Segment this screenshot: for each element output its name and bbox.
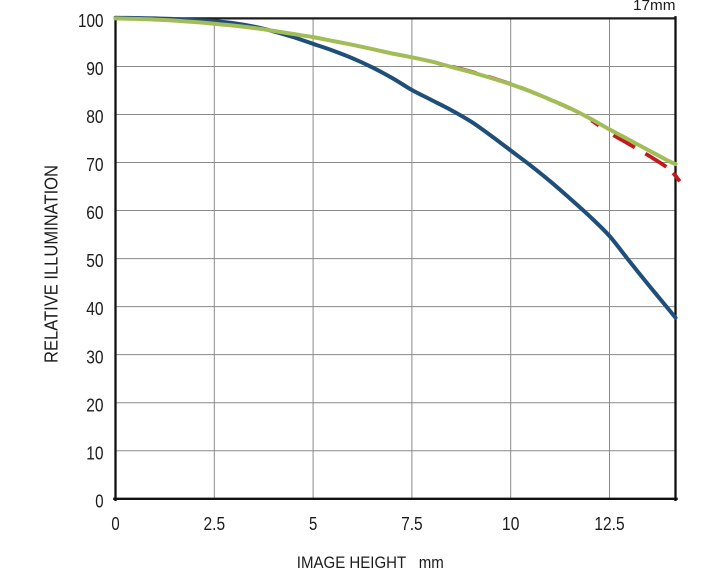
svg-text:30: 30 <box>86 347 103 367</box>
svg-text:40: 40 <box>86 299 103 319</box>
svg-text:12.5: 12.5 <box>594 514 624 534</box>
svg-text:80: 80 <box>86 107 103 127</box>
svg-text:50: 50 <box>86 251 103 271</box>
svg-text:70: 70 <box>86 155 103 175</box>
svg-text:2.5: 2.5 <box>204 514 226 534</box>
svg-text:IMAGE HEIGHT mm: IMAGE HEIGHT mm <box>297 553 444 570</box>
svg-text:0: 0 <box>111 514 119 534</box>
svg-text:10: 10 <box>502 514 519 534</box>
svg-text:90: 90 <box>86 59 103 79</box>
svg-text:100: 100 <box>78 11 104 31</box>
svg-text:20: 20 <box>86 395 103 415</box>
svg-text:7.5: 7.5 <box>401 514 423 534</box>
svg-text:10: 10 <box>86 443 103 463</box>
svg-text:5: 5 <box>309 514 317 534</box>
svg-text:RELATIVE ILLUMINATION: RELATIVE ILLUMINATION <box>42 165 62 363</box>
svg-text:0: 0 <box>95 491 103 511</box>
svg-text:17mm: 17mm <box>633 0 676 14</box>
svg-text:60: 60 <box>86 203 103 223</box>
